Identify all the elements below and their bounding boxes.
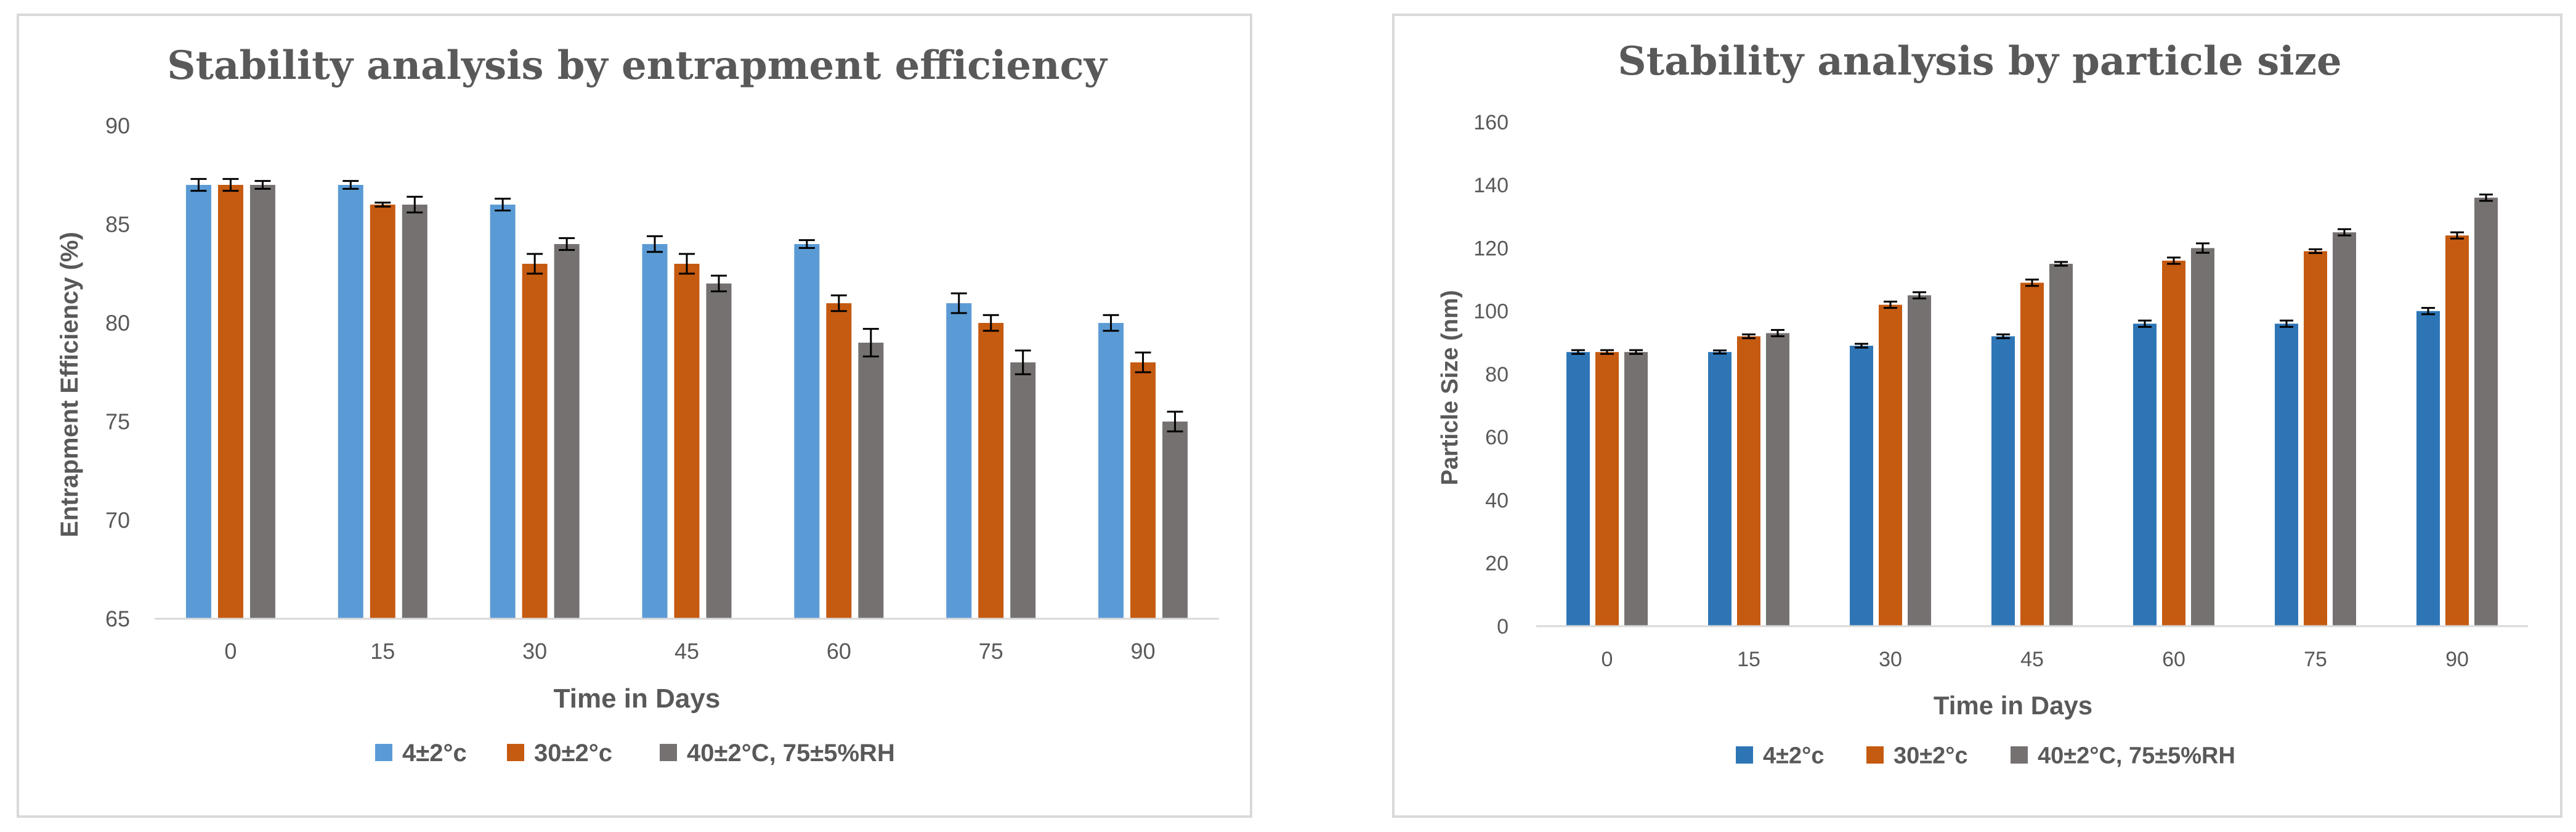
legend-label: 30±2°c bbox=[1894, 743, 1968, 769]
y-tick-label: 140 bbox=[1473, 174, 1509, 197]
bar bbox=[554, 244, 580, 619]
x-tick-label: 15 bbox=[370, 638, 395, 664]
bar bbox=[946, 303, 972, 619]
bar bbox=[249, 185, 275, 619]
chart-panel-particle-size: Stability analysis by particle size Time… bbox=[1392, 14, 2562, 818]
legend-label: 40±2°C, 75±5%RH bbox=[687, 740, 895, 767]
bar bbox=[2049, 264, 2073, 626]
y-tick-label: 70 bbox=[105, 508, 130, 533]
bar bbox=[1162, 422, 1188, 619]
plot-area: 65 70 75 80 85 90 0 15 30 45 60 75 90 bbox=[105, 113, 1219, 664]
x-tick-label: 90 bbox=[2445, 648, 2469, 671]
y-tick-label: 0 bbox=[1497, 615, 1509, 638]
x-tick-label: 60 bbox=[827, 638, 851, 664]
bar bbox=[642, 244, 668, 619]
bar bbox=[858, 343, 884, 619]
bar bbox=[2162, 260, 2185, 626]
y-tick-label: 75 bbox=[105, 409, 130, 434]
x-axis-title: Time in Days bbox=[1934, 691, 2092, 720]
y-tick-label: 90 bbox=[105, 113, 130, 139]
bar bbox=[1708, 352, 1732, 626]
legend-label: 30±2°c bbox=[534, 740, 612, 767]
x-tick-label: 45 bbox=[674, 638, 699, 664]
chart-panel-entrapment: Stability analysis by entrapment efficie… bbox=[17, 14, 1252, 818]
y-tick-label: 65 bbox=[105, 606, 130, 632]
legend-swatch bbox=[507, 744, 524, 761]
bar bbox=[2304, 251, 2327, 626]
bar bbox=[826, 303, 852, 619]
bar bbox=[674, 264, 700, 619]
bar bbox=[2191, 248, 2214, 626]
bar bbox=[794, 244, 820, 619]
bar bbox=[1566, 352, 1590, 626]
bar bbox=[490, 205, 516, 619]
x-tick-label: 0 bbox=[224, 638, 237, 664]
bar bbox=[2133, 324, 2157, 626]
x-tick-label: 15 bbox=[1737, 648, 1760, 671]
bar bbox=[217, 185, 243, 619]
legend-swatch bbox=[1736, 746, 1753, 764]
bar bbox=[1624, 352, 1648, 626]
legend-label: 40±2°C, 75±5%RH bbox=[2038, 743, 2235, 769]
x-tick-label: 0 bbox=[1602, 648, 1613, 671]
bar bbox=[1991, 336, 2015, 626]
bar bbox=[402, 205, 427, 619]
bar bbox=[1766, 333, 1789, 626]
legend-label: 4±2°c bbox=[1763, 743, 1824, 769]
bar bbox=[2020, 282, 2044, 626]
bar bbox=[2275, 324, 2298, 626]
legend-swatch bbox=[2011, 746, 2028, 764]
bar bbox=[1010, 362, 1036, 619]
bar bbox=[706, 283, 732, 619]
entrapment-chart: Stability analysis by entrapment efficie… bbox=[56, 43, 1219, 767]
x-tick-label: 30 bbox=[522, 638, 547, 664]
y-tick-label: 100 bbox=[1473, 300, 1509, 324]
legend-swatch bbox=[375, 744, 392, 761]
y-tick-label: 60 bbox=[1485, 426, 1509, 449]
bar bbox=[2416, 311, 2440, 626]
bar bbox=[185, 185, 211, 619]
x-tick-label: 75 bbox=[2304, 648, 2327, 671]
bar bbox=[370, 205, 395, 619]
legend: 4±2°c 30±2°c 40±2°C, 75±5%RH bbox=[375, 740, 895, 767]
chart-title: Stability analysis by entrapment efficie… bbox=[167, 43, 1108, 89]
bar bbox=[978, 323, 1004, 619]
legend-swatch bbox=[660, 744, 677, 761]
y-tick-label: 80 bbox=[105, 311, 130, 336]
legend-swatch bbox=[1866, 746, 1884, 764]
y-tick-label: 20 bbox=[1485, 552, 1509, 576]
x-tick-label: 45 bbox=[2020, 648, 2044, 671]
y-tick-label: 80 bbox=[1485, 363, 1509, 386]
y-tick-label: 160 bbox=[1473, 111, 1509, 134]
bar bbox=[2474, 197, 2498, 626]
y-tick-label: 40 bbox=[1485, 489, 1509, 512]
bar bbox=[1130, 362, 1156, 619]
legend: 4±2°c 30±2°c 40±2°C, 75±5%RH bbox=[1736, 743, 2235, 769]
y-tick-label: 85 bbox=[105, 212, 130, 237]
bar bbox=[338, 185, 363, 619]
x-tick-label: 90 bbox=[1131, 638, 1156, 664]
particle-size-chart: Stability analysis by particle size Time… bbox=[1437, 38, 2528, 769]
legend-label: 4±2°c bbox=[402, 740, 467, 767]
x-tick-label: 30 bbox=[1879, 648, 1902, 671]
x-tick-label: 60 bbox=[2162, 648, 2185, 671]
plot-area: 0 20 40 60 80 100 120 140 160 0 15 30 45 60 75 90 bbox=[1473, 111, 2528, 671]
bar bbox=[2333, 232, 2356, 626]
y-axis-title: Particle Size (nm) bbox=[1437, 290, 1463, 486]
bar bbox=[1737, 336, 1760, 626]
x-tick-label: 75 bbox=[979, 638, 1003, 664]
bar bbox=[1850, 345, 1873, 626]
bar bbox=[1098, 323, 1124, 619]
bar bbox=[1879, 304, 1902, 626]
bar bbox=[522, 264, 548, 619]
x-axis-title: Time in Days bbox=[554, 683, 721, 714]
y-axis-title: Entrapment Efficiency (%) bbox=[56, 232, 83, 537]
y-tick-label: 120 bbox=[1473, 237, 1509, 260]
bar bbox=[1908, 295, 1931, 626]
bar bbox=[2445, 235, 2469, 626]
chart-title: Stability analysis by particle size bbox=[1618, 38, 2341, 84]
bar bbox=[1595, 352, 1619, 626]
